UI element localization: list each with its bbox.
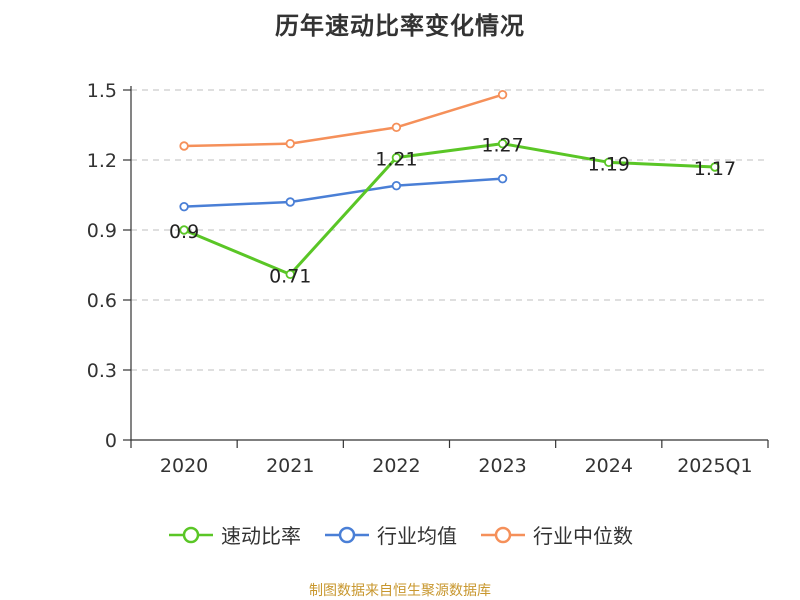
data-point-series-2[interactable]	[391, 122, 402, 133]
data-label-layer: 0.9 0.71 1.21 1.27 1.19 1.17	[169, 135, 736, 288]
y-tick-label: 1.5	[87, 80, 117, 102]
legend-label-quick-ratio: 速动比率	[221, 524, 301, 548]
data-point-series-1[interactable]	[179, 201, 189, 212]
data-label: 0.71	[269, 265, 311, 287]
data-point-series-0[interactable]	[179, 225, 189, 235]
source-note: 制图数据来自恒生聚源数据库	[309, 583, 491, 599]
data-point-series-1[interactable]	[285, 197, 295, 207]
data-point-series-0[interactable]	[604, 157, 614, 168]
data-label: 0.9	[169, 221, 199, 243]
x-tick-label: 2020	[160, 455, 208, 477]
chart-title: 历年速动比率变化情况	[275, 12, 525, 40]
grid-layer	[131, 89, 768, 371]
legend-item-industry-mean[interactable]: 行业均值	[323, 520, 457, 549]
x-tick-label: 2025Q1	[677, 455, 752, 477]
legend-marker-industry-median	[481, 526, 525, 543]
data-point-series-0[interactable]	[497, 138, 508, 149]
series-line-2	[184, 93, 503, 148]
series-line-0	[183, 142, 715, 276]
data-label: 1.17	[694, 158, 736, 180]
legend: 速动比率 行业均值 行业中位数	[0, 520, 800, 549]
axis-layer: 0 0.3 0.6 0.9 1.2 1.5 2020 2021 2022 2023 2024 2025…	[87, 80, 769, 477]
y-tick-label: 0	[105, 430, 117, 452]
x-tick-label: 2022	[372, 455, 420, 477]
x-tick-label: 2024	[585, 455, 633, 477]
legend-marker-quick-ratio	[169, 526, 213, 543]
series-line-1	[184, 177, 503, 208]
x-tick-label: 2023	[478, 455, 526, 477]
legend-item-quick-ratio[interactable]: 速动比率	[167, 520, 301, 549]
data-label: 1.27	[481, 135, 523, 157]
data-label: 1.21	[375, 149, 417, 171]
legend-marker-industry-mean	[325, 526, 369, 543]
legend-label-industry-mean: 行业均值	[377, 524, 457, 548]
legend-label-industry-median: 行业中位数	[533, 524, 633, 548]
data-point-series-0[interactable]	[391, 152, 402, 163]
data-point-series-2[interactable]	[179, 141, 189, 151]
data-point-series-0[interactable]	[285, 269, 295, 280]
data-point-series-1[interactable]	[497, 173, 508, 184]
legend-item-industry-median[interactable]: 行业中位数	[479, 520, 633, 549]
data-point-series-1[interactable]	[391, 180, 402, 191]
data-point-series-2[interactable]	[285, 138, 295, 149]
y-tick-label: 0.9	[87, 220, 117, 242]
series-layer	[179, 89, 720, 280]
data-label: 1.19	[588, 153, 630, 175]
data-point-series-0[interactable]	[710, 162, 720, 172]
y-tick-label: 0.3	[87, 360, 117, 382]
y-tick-label: 1.2	[87, 150, 117, 172]
x-tick-label: 2021	[266, 455, 314, 477]
y-tick-label: 0.6	[87, 290, 117, 312]
data-point-series-2[interactable]	[497, 89, 508, 100]
